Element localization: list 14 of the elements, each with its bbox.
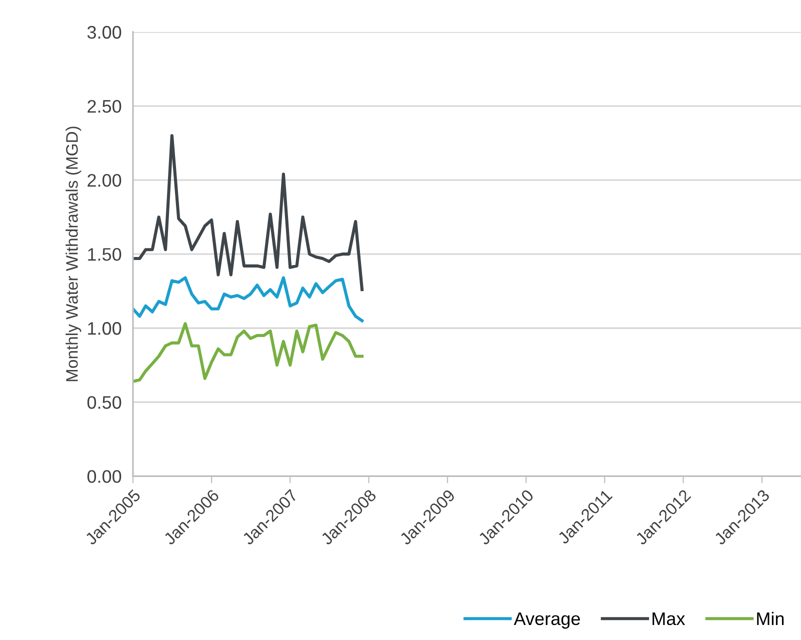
y-axis-title: Monthly Water Withdrawals (MGD) — [66, 126, 82, 382]
y-tick-label: 2.50 — [88, 100, 122, 113]
y-tick-label: 1.00 — [88, 322, 122, 335]
line-series — [132, 134, 364, 292]
legend-label: Min — [757, 612, 784, 625]
line-series — [132, 322, 364, 383]
y-tick-label: 0.00 — [87, 470, 122, 483]
y-tick-label: 3.00 — [87, 26, 122, 39]
line-series — [132, 276, 364, 322]
y-tick-label: 0.50 — [87, 396, 122, 409]
y-tick-label: 2.00 — [88, 174, 122, 187]
legend-label: Average — [514, 612, 580, 629]
y-tick-label: 1.50 — [88, 248, 122, 261]
legend-label: Max — [652, 612, 686, 626]
